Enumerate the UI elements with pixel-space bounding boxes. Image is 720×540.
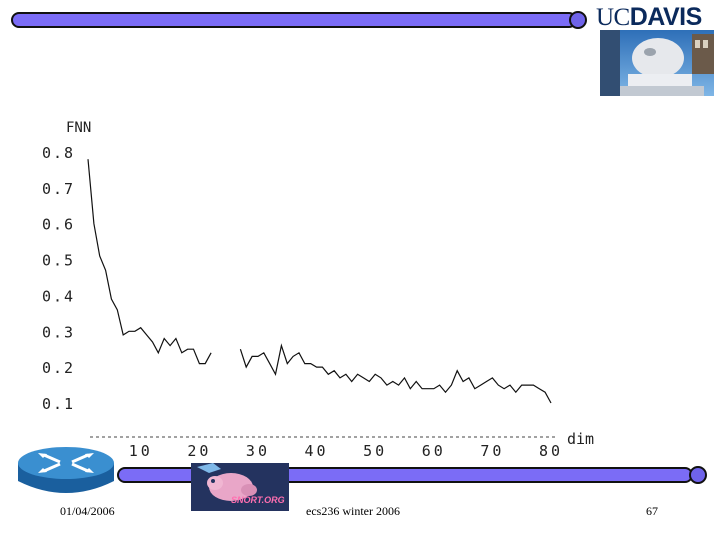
logo-uc-text: UC — [596, 4, 630, 31]
x-tick-label: 80 — [539, 442, 563, 460]
y-tick-label: 0.6 — [42, 216, 75, 234]
fnn-series-line — [87, 159, 212, 365]
x-tick-label: 40 — [305, 442, 329, 460]
ucdavis-logo: UCDAVIS — [596, 3, 702, 31]
y-tick-label: 0.8 — [42, 144, 75, 162]
y-axis-label: FNN — [66, 120, 91, 136]
footer-page-number: 67 — [646, 504, 658, 518]
top-bar-knob — [569, 11, 587, 29]
fnn-series-line — [239, 343, 552, 404]
y-tick-label: 0.2 — [42, 359, 75, 377]
x-tick-label: 10 — [129, 442, 153, 460]
x-tick-label: 20 — [187, 442, 211, 460]
bottom-bar-knob — [689, 466, 707, 484]
footer-course: ecs236 winter 2006 — [306, 504, 400, 518]
router-icon — [14, 443, 118, 501]
logo-davis-text: DAVIS — [629, 3, 703, 31]
x-tick-label: 60 — [422, 442, 446, 460]
x-tick-label: 50 — [363, 442, 387, 460]
y-tick-label: 0.3 — [42, 323, 75, 341]
x-tick-label: 70 — [480, 442, 504, 460]
footer-date: 01/04/2006 — [60, 504, 115, 518]
egghead-sculpture-photo — [600, 30, 714, 96]
snort-logo-text: SNORT.ORG — [231, 495, 285, 505]
y-tick-label: 0.4 — [42, 287, 75, 305]
y-tick-label: 0.5 — [42, 252, 75, 270]
y-tick-label: 0.1 — [42, 395, 75, 413]
snort-org-logo: SNORT.ORG — [191, 463, 289, 511]
y-tick-label: 0.7 — [42, 180, 75, 198]
x-tick-label: 30 — [246, 442, 270, 460]
x-axis-label: dim — [567, 430, 594, 448]
